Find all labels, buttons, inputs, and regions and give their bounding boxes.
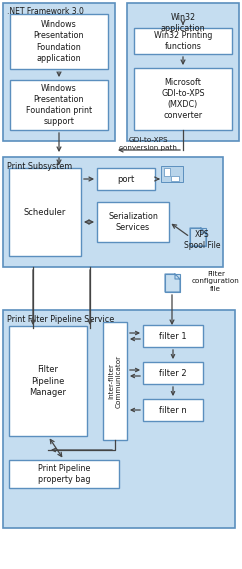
Text: Serialization
Services: Serialization Services: [108, 212, 158, 232]
Text: XPS
Spool File: XPS Spool File: [184, 230, 220, 250]
Bar: [3, 157, 223, 267]
Text: Inter-filter
Communicator: Inter-filter Communicator: [108, 354, 122, 407]
Text: Microsoft
GDI-to-XPS
(MXDC)
converter: Microsoft GDI-to-XPS (MXDC) converter: [161, 78, 205, 120]
Bar: [9, 326, 87, 436]
Bar: [143, 325, 203, 347]
Bar: [3, 3, 115, 141]
Text: Windows
Presentation
Foundation print
support: Windows Presentation Foundation print su…: [26, 84, 92, 126]
Bar: [165, 274, 180, 292]
Text: Windows
Presentation
Foundation
application: Windows Presentation Foundation applicat…: [34, 20, 84, 63]
Text: Filter
configuration
file: Filter configuration file: [192, 270, 240, 291]
Text: port: port: [117, 175, 135, 183]
Text: Print Filter Pipeline Service: Print Filter Pipeline Service: [7, 315, 114, 324]
Bar: [143, 399, 203, 421]
Bar: [143, 362, 203, 384]
Bar: [10, 14, 108, 69]
Text: Win32 Printing
functions: Win32 Printing functions: [154, 31, 212, 51]
Text: Filter
Pipeline
Manager: Filter Pipeline Manager: [30, 365, 67, 397]
Bar: [134, 68, 232, 130]
Bar: [9, 168, 81, 256]
Bar: [9, 460, 119, 488]
Text: Scheduler: Scheduler: [24, 208, 66, 216]
Text: filter 2: filter 2: [159, 369, 187, 377]
Text: Win32
application: Win32 application: [161, 13, 205, 33]
Bar: [134, 28, 232, 54]
Bar: [127, 3, 239, 141]
Bar: [171, 176, 179, 181]
Bar: [10, 80, 108, 130]
Text: .NET Framework 3.0: .NET Framework 3.0: [7, 6, 84, 15]
Bar: [97, 202, 169, 242]
Text: filter n: filter n: [159, 406, 187, 414]
Bar: [103, 322, 127, 440]
Bar: [164, 168, 170, 176]
Text: filter 1: filter 1: [159, 332, 187, 340]
Bar: [3, 310, 235, 528]
Bar: [190, 228, 206, 246]
Bar: [161, 166, 183, 182]
Text: GDI-to-XPS
conversion path: GDI-to-XPS conversion path: [119, 137, 177, 151]
Text: Print Pipeline
property bag: Print Pipeline property bag: [38, 464, 90, 484]
Text: Print Subsystem: Print Subsystem: [7, 162, 72, 171]
Bar: [97, 168, 155, 190]
